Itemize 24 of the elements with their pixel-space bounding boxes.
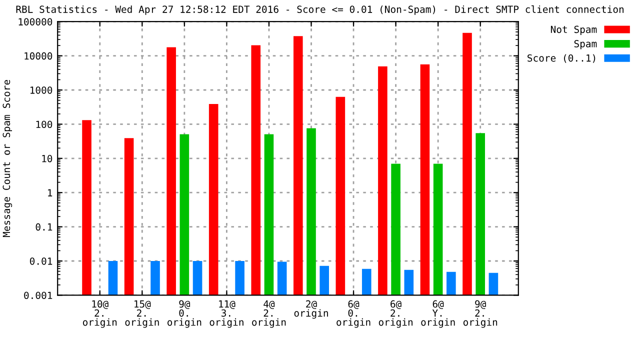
x-tick-label: 4@ 2. origin (252, 300, 286, 328)
y-tick-label: 100000 (18, 18, 52, 26)
y-tick-label: 0.1 (36, 223, 52, 231)
legend-label: Not Spam (550, 26, 597, 35)
y-tick-label: 1000 (30, 86, 52, 94)
x-tick-label: 6@ 0. origin (336, 300, 370, 328)
y-axis-title: Message Count or Spam Score (2, 80, 12, 238)
y-tick-label: 10 (42, 154, 52, 162)
x-tick-label: 15@ 2. origin (125, 300, 159, 328)
y-tick-label: 100 (36, 120, 52, 128)
legend-label: Spam (574, 40, 597, 50)
x-tick-label: 6@ Y. origin (421, 300, 455, 328)
legend-label: Score (0..1) (528, 54, 596, 63)
x-tick-label: 6@ 2. origin (378, 300, 412, 328)
x-tick-label: 11@ 3. origin (210, 300, 244, 328)
x-tick-label: 10@ 2. origin (82, 300, 117, 328)
y-tick-label: 1 (48, 189, 52, 196)
x-tick-label: 9@ 2. origin (463, 300, 498, 328)
x-tick-label: 2@ origin (294, 300, 328, 319)
chart-title: RBL Statistics - Wed Apr 27 12:58:12 EDT 2016 - Score <= 0.01 (Non-Spam) - Direct SMTP client connection (16, 5, 624, 15)
y-tick-label: 10000 (24, 52, 52, 60)
y-tick-label: 0.001 (24, 292, 52, 300)
x-tick-label: 9@ 0. origin (168, 300, 202, 328)
y-tick-label: 0.01 (30, 258, 52, 265)
